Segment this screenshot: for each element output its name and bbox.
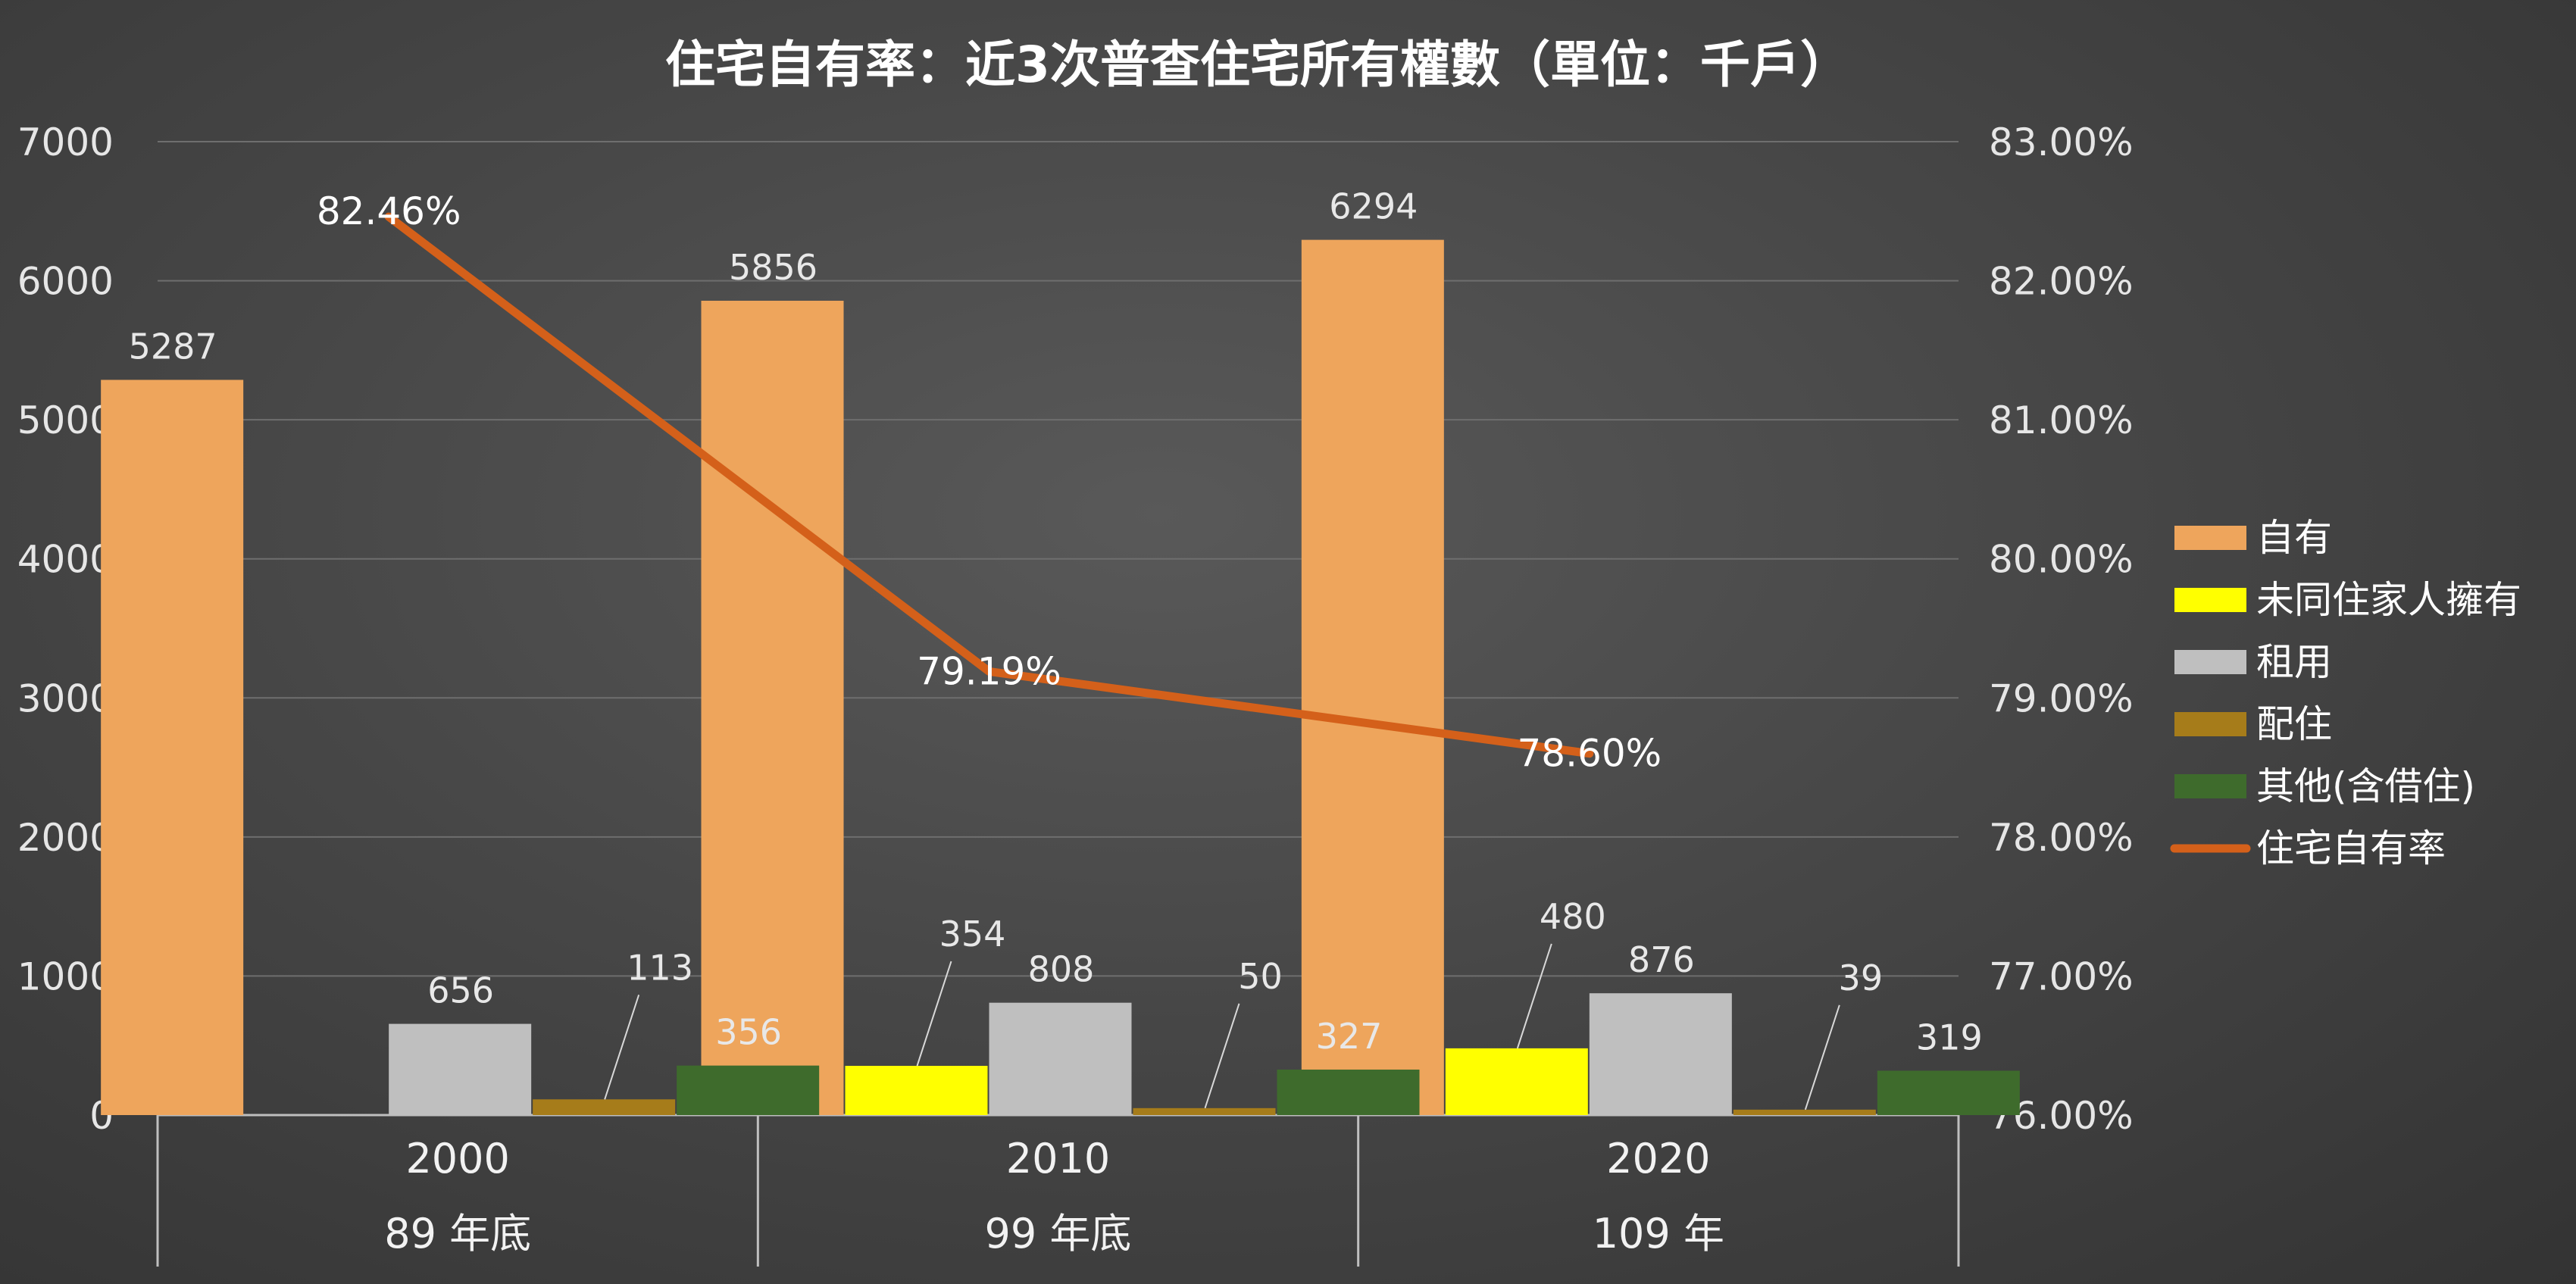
x-subtick-label: 89 年底 (384, 1210, 531, 1257)
bar-2 (845, 1066, 988, 1115)
legend-swatch (2174, 650, 2246, 674)
data-label: 5856 (729, 247, 818, 288)
bar-4 (533, 1099, 676, 1115)
bars (101, 239, 2020, 1115)
legend-label: 租用 (2256, 640, 2332, 684)
data-label: 876 (1628, 939, 1695, 980)
bar-3 (1589, 993, 1732, 1115)
bar-5 (1877, 1070, 2020, 1115)
data-label: 480 (1540, 896, 1606, 937)
y-right-tick-label: 83.00% (1989, 120, 2134, 164)
y-left-tick-label: 5000 (17, 398, 114, 442)
legend-label: 未同住家人擁有 (2256, 578, 2521, 622)
rate-label: 78.60% (1518, 732, 1662, 776)
bar-1 (101, 380, 244, 1115)
legend-swatch (2174, 526, 2246, 550)
rate-label: 79.19% (917, 649, 1061, 693)
rate-point (985, 667, 993, 676)
data-label: 327 (1316, 1016, 1383, 1057)
y-right-tick-label: 78.00% (1989, 816, 2134, 860)
legend-swatch (2174, 712, 2246, 736)
legend-swatch (2174, 588, 2246, 612)
axes: 0100020003000400050006000700076.00%77.00… (17, 120, 2134, 1267)
bar-5 (677, 1065, 820, 1115)
data-labels: 5287 5856 6294 354 480 656 808 876 113 50 39 356 327… (129, 186, 1983, 1111)
y-right-tick-label: 77.00% (1989, 954, 2134, 998)
y-right-tick-label: 79.00% (1989, 676, 2134, 720)
bar-4 (1133, 1107, 1276, 1115)
y-left-tick-label: 4000 (17, 538, 114, 582)
bar-1 (701, 301, 844, 1115)
leader-line (916, 961, 952, 1067)
bar-5 (1277, 1069, 1420, 1115)
data-label: 656 (427, 970, 494, 1011)
leader-line (1804, 1004, 1840, 1111)
legend-label: 其他(含借住) (2256, 764, 2475, 808)
y-left-tick-label: 7000 (17, 120, 114, 164)
y-right-tick-label: 81.00% (1989, 398, 2134, 442)
rate-line (384, 212, 1594, 758)
legend-label: 住宅自有率 (2256, 826, 2446, 870)
y-left-tick-label: 1000 (17, 954, 114, 998)
leader-line (604, 994, 640, 1100)
bar-3 (989, 1002, 1132, 1115)
chart-title: 住宅自有率：近3次普查住宅所有權數（單位：千戶） (665, 36, 1850, 94)
rate-label: 82.46% (317, 189, 461, 233)
data-label: 113 (627, 947, 693, 988)
x-subtick-label: 99 年底 (985, 1210, 1132, 1257)
data-label: 319 (1916, 1017, 1983, 1058)
x-subtick-label: 109 年 (1593, 1210, 1724, 1257)
data-label: 356 (715, 1012, 782, 1053)
bar-3 (389, 1023, 532, 1115)
bar-2 (1445, 1048, 1588, 1115)
data-label: 6294 (1329, 186, 1418, 227)
legend-label: 配住 (2256, 702, 2332, 746)
y-left-tick-label: 2000 (17, 816, 114, 860)
y-right-tick-label: 80.00% (1989, 538, 2134, 582)
data-label: 39 (1839, 958, 1884, 998)
data-label: 50 (1238, 956, 1283, 997)
y-right-tick-label: 82.00% (1989, 260, 2134, 304)
data-label: 808 (1028, 949, 1095, 990)
y-left-tick-label: 3000 (17, 676, 114, 720)
data-label: 5287 (129, 326, 217, 367)
legend-label: 自有 (2256, 516, 2332, 560)
rate-point (1585, 749, 1593, 758)
data-label: 354 (939, 914, 1006, 954)
x-tick-label: 2010 (1006, 1135, 1110, 1182)
bar-1 (1301, 239, 1444, 1115)
leader-line (1204, 1003, 1240, 1109)
rate-point (385, 213, 393, 221)
bar-4 (1733, 1109, 1876, 1115)
x-tick-label: 2000 (405, 1135, 509, 1182)
y-left-tick-label: 6000 (17, 260, 114, 304)
leader-line (1516, 943, 1552, 1049)
gridlines (158, 141, 1959, 977)
x-tick-label: 2020 (1606, 1135, 1710, 1182)
legend-swatch (2174, 774, 2246, 798)
